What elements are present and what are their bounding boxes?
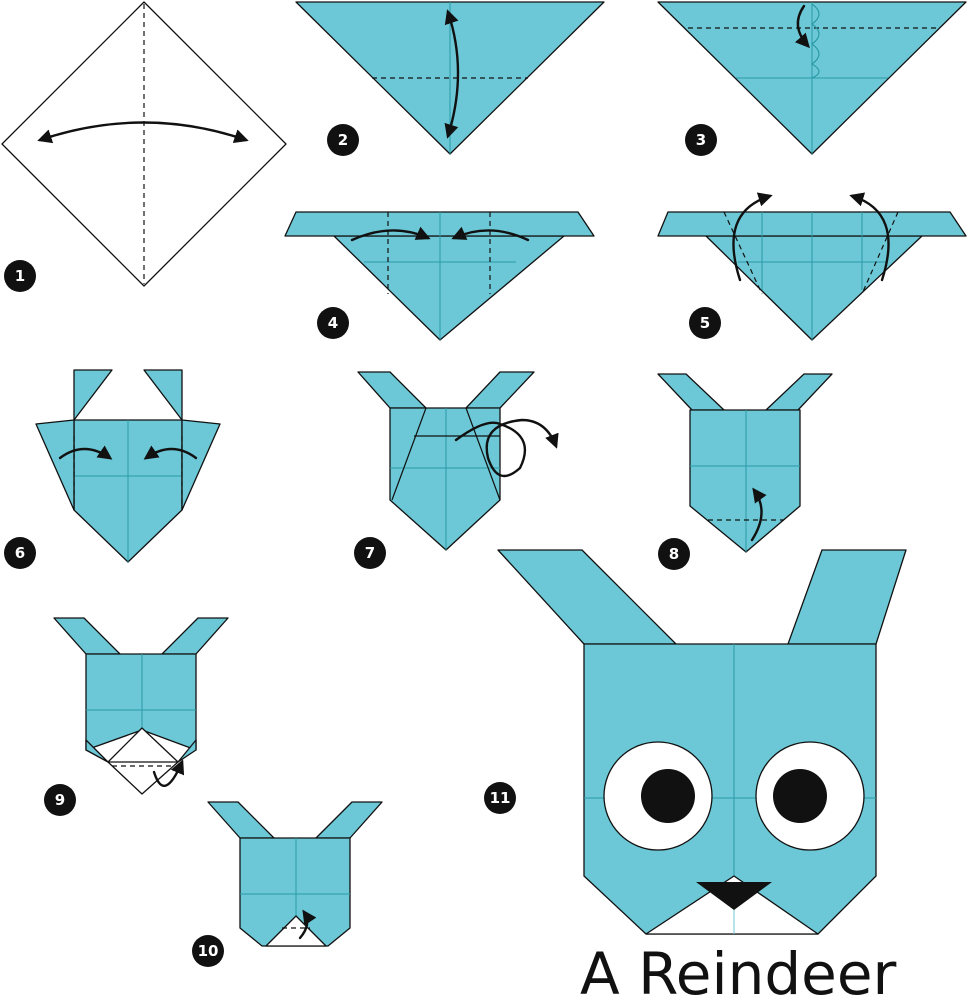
step-badge-1: 1: [4, 260, 36, 292]
fold-arrow: [58, 445, 113, 460]
diagram-title: A Reindeer: [580, 940, 897, 999]
step-2-figure: [295, 1, 605, 155]
svg-text:3: 3: [696, 131, 706, 149]
step-badge-6: 6: [4, 537, 36, 569]
step-7-figure: [357, 371, 559, 551]
fold-arrow: [37, 121, 249, 144]
fold-arrow: [298, 909, 317, 940]
fold-arrow: [454, 418, 559, 478]
step-3-figure: [657, 1, 967, 155]
fold-arrow: [750, 487, 767, 542]
svg-text:11: 11: [490, 789, 511, 807]
step-8-figure: [657, 373, 833, 553]
step-6-figure: [35, 369, 221, 563]
svg-text:1: 1: [15, 267, 25, 285]
left-antler: [497, 549, 677, 645]
step-badge-8: 8: [658, 538, 690, 570]
step-badge-9: 9: [44, 784, 76, 816]
step-10-figure: [207, 801, 383, 947]
step-badge-3: 3: [685, 124, 717, 156]
right-pupil: [773, 769, 827, 823]
fold-arrow: [451, 226, 530, 242]
step-4-figure: [284, 211, 595, 341]
step-badge-4: 4: [317, 307, 349, 339]
fold-arrow: [444, 9, 460, 139]
reindeer-nose: [696, 882, 772, 910]
step-1-figure: [1, 1, 287, 287]
step-11-reindeer: [497, 549, 907, 935]
svg-text:6: 6: [15, 544, 25, 562]
step-badge-7: 7: [354, 537, 386, 569]
step-5-figure: [657, 192, 967, 341]
svg-text:2: 2: [338, 131, 348, 149]
fold-arrow: [849, 192, 890, 282]
step-badge-11: 11: [484, 782, 516, 814]
step-badge-10: 10: [192, 935, 224, 967]
svg-text:5: 5: [700, 314, 710, 332]
right-antler: [787, 549, 907, 645]
svg-text:9: 9: [55, 791, 65, 809]
svg-text:7: 7: [365, 544, 375, 562]
svg-text:4: 4: [328, 314, 338, 332]
left-pupil: [641, 769, 695, 823]
step-badge-5: 5: [689, 307, 721, 339]
svg-text:10: 10: [198, 942, 219, 960]
step-badge-2: 2: [327, 124, 359, 156]
step-9-figure: [53, 617, 229, 795]
fold-arrow: [732, 192, 773, 282]
fold-arrow: [794, 4, 810, 49]
fold-arrow: [143, 445, 198, 460]
fold-arrow: [350, 226, 431, 242]
fold-arrow: [152, 759, 185, 787]
svg-text:8: 8: [669, 545, 679, 563]
